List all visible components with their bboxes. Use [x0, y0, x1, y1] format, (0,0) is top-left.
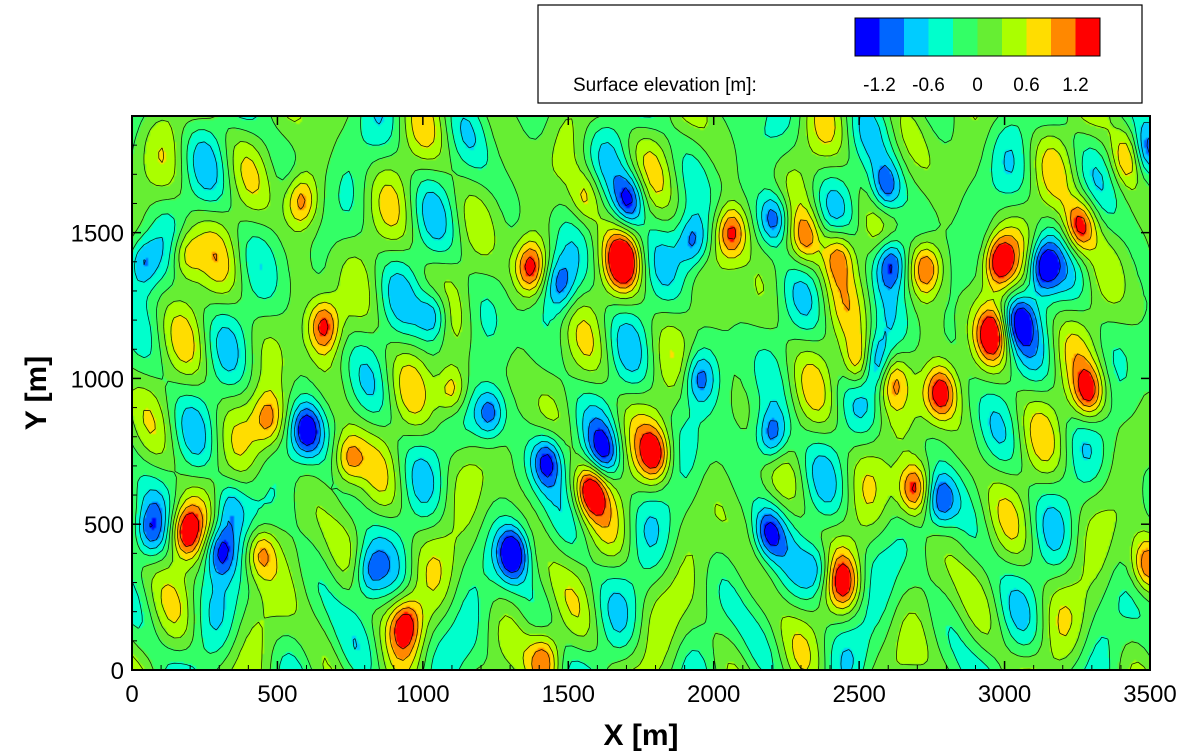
colorbar-tick-labels: -1.2 -0.6 0 0.6 1.2	[863, 75, 1089, 96]
contour-line	[132, 116, 1150, 670]
colorbar-tick-label: -1.2	[863, 75, 896, 96]
colorbar-swatch	[928, 18, 954, 56]
contour-line	[177, 193, 1150, 670]
contour-line	[143, 136, 1150, 581]
contour-line	[132, 116, 1150, 670]
colorbar-swatch	[1002, 18, 1027, 56]
plot-frame	[131, 115, 1151, 671]
colorbar-swatch	[1051, 18, 1076, 56]
contour-line	[142, 116, 1150, 670]
y-tick-label: 0	[111, 658, 124, 685]
contour-line	[134, 116, 1150, 670]
colorbar-swatch	[977, 18, 1003, 56]
colorbar-tick-label: 1.2	[1062, 75, 1088, 96]
colorbar-swatch	[1026, 18, 1052, 56]
colorbar-swatch	[904, 18, 929, 56]
y-tick-label: 500	[84, 512, 124, 539]
x-tick-label: 3000	[978, 681, 1031, 708]
colorbar-swatches	[854, 17, 1101, 57]
plot-area	[132, 116, 1150, 670]
colorbar-label: Surface elevation [m]:	[573, 75, 757, 96]
x-axis-title: X [m]	[604, 719, 679, 752]
contour-line	[149, 187, 1061, 574]
x-tick-label: 1000	[396, 681, 449, 708]
legend-box: Surface elevation [m]: -1.2 -0.6 0 0.6 1.2	[537, 4, 1143, 104]
colorbar-tick-label: 0	[972, 75, 983, 96]
colorbar-swatch	[1075, 18, 1101, 56]
y-axis-title: Y [m]	[20, 356, 53, 430]
y-tick-label: 1000	[71, 366, 124, 393]
x-tick-label: 2500	[832, 681, 885, 708]
colorbar-tick-label: 0.6	[1013, 75, 1039, 96]
y-tick-label: 1500	[71, 221, 124, 248]
contour-lines	[132, 116, 1150, 670]
colorbar-frame	[854, 17, 1101, 57]
x-tick-label: 1500	[542, 681, 595, 708]
x-tick-label: 3500	[1123, 681, 1176, 708]
colorbar-tick-label: -0.6	[912, 75, 945, 96]
x-tick-label: 0	[125, 681, 138, 708]
y-axis-ticks: 0 500 1000 1500	[71, 144, 1150, 685]
colorbar-swatch	[855, 18, 880, 56]
colorbar-swatch	[879, 18, 905, 56]
contour-line	[179, 215, 1096, 650]
x-axis-ticks: 0 500 1000 1500 2000 2500 3000 3500	[125, 116, 1177, 708]
x-tick-label: 500	[257, 681, 297, 708]
x-tick-label: 2000	[687, 681, 740, 708]
colorbar-swatch	[953, 18, 978, 56]
